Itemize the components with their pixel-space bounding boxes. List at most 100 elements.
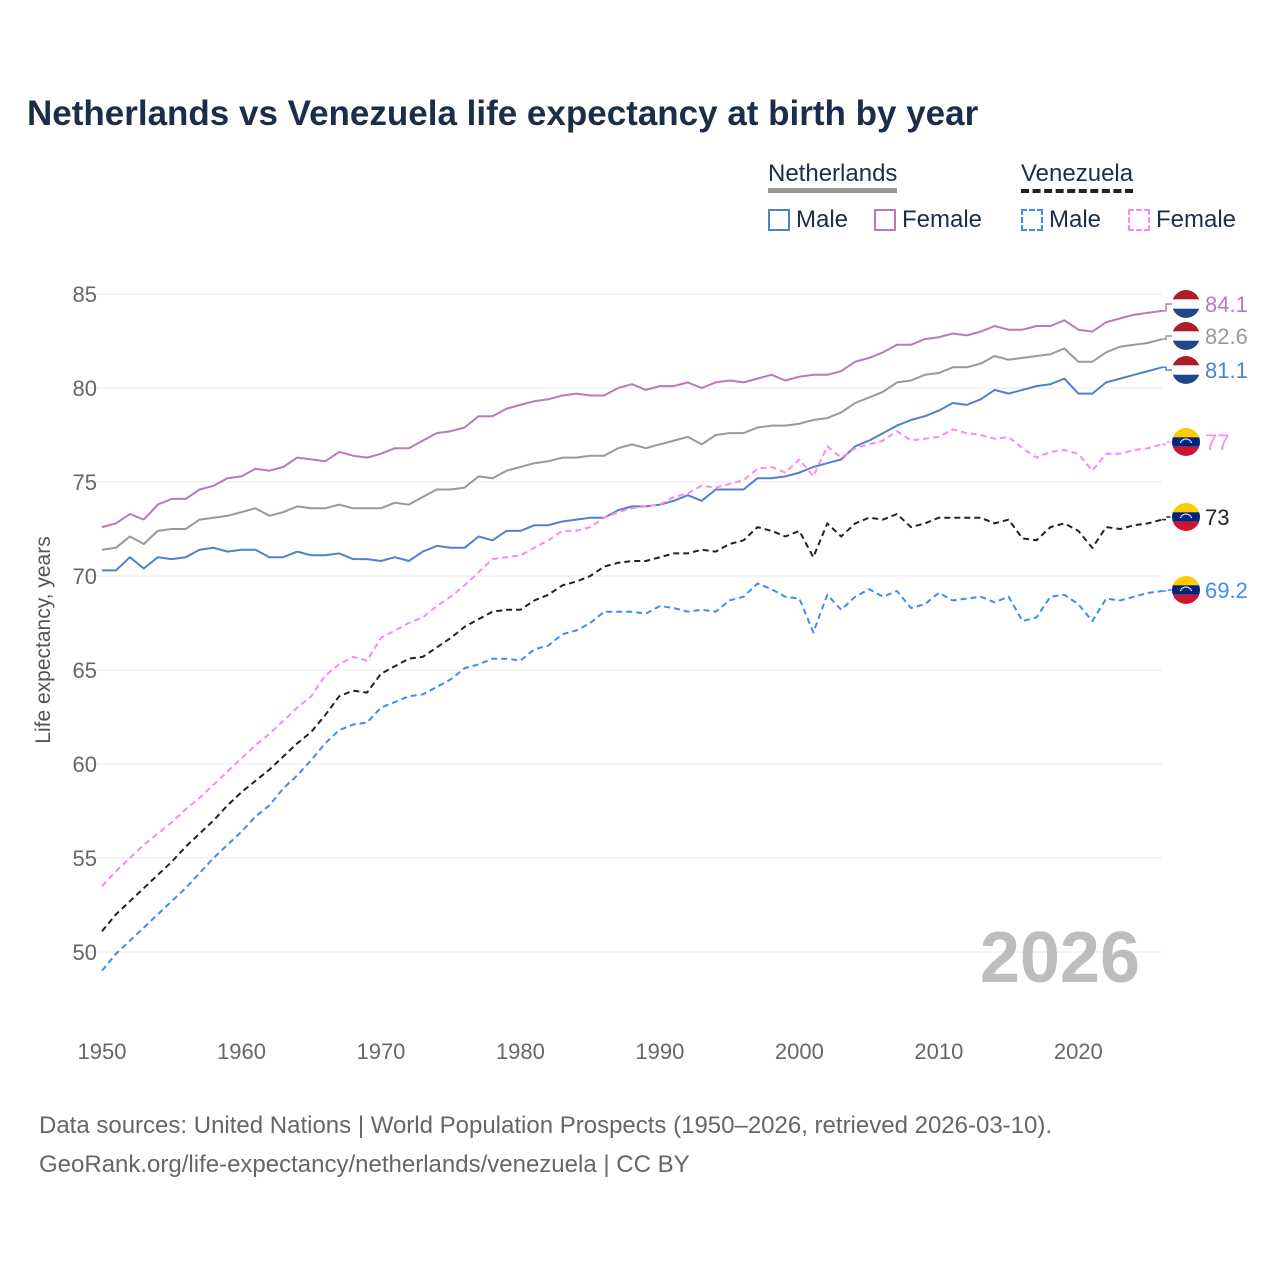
flag-star (1189, 514, 1192, 517)
year-annotation: 2026 (980, 918, 1140, 998)
x-tick-label: 1960 (217, 1039, 266, 1064)
netherlands-flag-icon (1172, 356, 1200, 384)
y-tick-label: 85 (73, 282, 97, 307)
venezuela-flag-icon (1172, 576, 1200, 604)
flag-star (1179, 441, 1182, 444)
label-connector (1162, 366, 1172, 371)
y-axis-label: Life expectancy, years (32, 536, 55, 743)
legend-netherlands-male[interactable]: Male (768, 206, 848, 234)
legend-group-netherlands: Netherlands (768, 160, 898, 193)
end-value-label: 69.2 (1205, 578, 1248, 603)
y-tick-label: 65 (73, 658, 97, 683)
flag-star (1184, 438, 1186, 440)
flag-star (1187, 513, 1190, 516)
flag-stripe (1172, 512, 1200, 522)
netherlands-flag-icon (1172, 290, 1200, 318)
label-connector (1162, 441, 1172, 446)
flag-star (1186, 438, 1188, 440)
flag-stripe (1172, 322, 1200, 332)
x-tick-label: 1970 (356, 1039, 405, 1064)
series-line-netherlands (101, 338, 1163, 551)
label-connector (1162, 303, 1172, 312)
legend-label: Male (1049, 206, 1102, 233)
source-line: Data sources: United Nations | World Pop… (39, 1112, 1053, 1139)
y-tick-label: 70 (73, 564, 97, 589)
flag-stripe (1172, 340, 1200, 350)
end-value-label: 81.1 (1205, 358, 1248, 383)
series-line-venezuela (101, 513, 1163, 932)
netherlands-flag-icon (1172, 322, 1200, 350)
flag-stripe (1172, 331, 1200, 341)
source-note: Data sources: United Nations | World Pop… (39, 1106, 1052, 1184)
flag-star (1187, 438, 1190, 441)
flag-star (1190, 441, 1193, 444)
legend-label: Female (1156, 206, 1237, 233)
flag-stripe (1172, 521, 1200, 531)
series-line-netherlands-female (101, 309, 1163, 529)
flag-stripe (1172, 446, 1200, 456)
flag-stripe (1172, 374, 1200, 384)
y-tick-label: 75 (73, 470, 97, 495)
legend-venezuela-female[interactable]: Female (1128, 206, 1236, 234)
flag-stripe (1172, 308, 1200, 318)
flag-star (1179, 516, 1182, 519)
legend-group-venezuela: Venezuela (1021, 160, 1134, 193)
legend-venezuela-male[interactable]: Male (1021, 206, 1101, 234)
flag-star (1182, 438, 1185, 441)
flag-star (1190, 589, 1193, 592)
flag-stripe (1172, 585, 1200, 595)
legend-netherlands-female[interactable]: Female (874, 206, 982, 234)
venezuela-flag-icon (1172, 503, 1200, 531)
label-connector (1162, 589, 1172, 592)
flag-star (1182, 586, 1185, 589)
flag-star (1189, 439, 1192, 442)
flag-star (1189, 587, 1192, 590)
y-tick-label: 80 (73, 376, 97, 401)
flag-star (1180, 587, 1183, 590)
flag-stripe (1172, 299, 1200, 309)
end-value-label: 73 (1205, 505, 1229, 530)
x-tick-label: 1950 (78, 1039, 127, 1064)
y-tick-label: 55 (73, 846, 97, 871)
x-tick-label: 2000 (775, 1039, 824, 1064)
end-value-label: 82.6 (1205, 324, 1248, 349)
flag-star (1187, 586, 1190, 589)
flag-star (1186, 513, 1188, 515)
flag-stripe (1172, 356, 1200, 366)
flag-star (1184, 586, 1186, 588)
flag-stripe (1172, 290, 1200, 300)
flag-stripe (1172, 437, 1200, 447)
legend-swatch (1128, 209, 1150, 231)
flag-stripe (1172, 428, 1200, 438)
y-tick-label: 60 (73, 752, 97, 777)
flag-star (1182, 513, 1185, 516)
legend-group-label: Netherlands (768, 160, 898, 187)
x-tick-label: 1980 (496, 1039, 545, 1064)
x-tick-label: 1990 (635, 1039, 684, 1064)
legend-group-label: Venezuela (1021, 160, 1134, 187)
y-tick-label: 50 (73, 940, 97, 965)
legend-swatch (1021, 209, 1043, 231)
flag-stripe (1172, 576, 1200, 586)
flag-star (1180, 439, 1183, 442)
end-value-label: 84.1 (1205, 292, 1248, 317)
flag-stripe (1172, 503, 1200, 513)
flag-star (1180, 514, 1183, 517)
flag-star (1186, 586, 1188, 588)
legend-label: Female (902, 206, 983, 233)
label-connector (1162, 335, 1172, 340)
flag-star (1184, 513, 1186, 515)
series-line-venezuela-male (101, 582, 1163, 972)
legend-swatch (768, 209, 790, 231)
end-value-label: 77 (1205, 430, 1229, 455)
chart-title: Netherlands vs Venezuela life expectancy… (27, 94, 979, 133)
source-link[interactable]: GeoRank.org/life-expectancy/netherlands/… (39, 1151, 690, 1178)
legend-swatch (874, 209, 896, 231)
series-line-netherlands-male (102, 366, 1163, 572)
series-line-venezuela-female (101, 428, 1163, 887)
x-tick-label: 2010 (914, 1039, 963, 1064)
flag-stripe (1172, 594, 1200, 604)
x-tick-label: 2020 (1054, 1039, 1103, 1064)
flag-stripe (1172, 365, 1200, 375)
